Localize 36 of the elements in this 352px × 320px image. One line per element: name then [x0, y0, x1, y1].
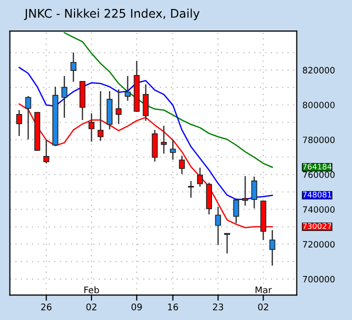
candlestick: [116, 88, 122, 125]
x-tick-label: 02: [86, 304, 96, 310]
x-tick-label: 26: [41, 304, 52, 310]
candlestick: [61, 75, 68, 118]
annotation: Feb: [84, 286, 99, 294]
candlestick: [197, 167, 203, 188]
candlestick: [25, 95, 32, 140]
candlestick: [43, 139, 50, 164]
candlestick: [188, 180, 194, 198]
candlestick: [170, 139, 176, 160]
y-tick-label: 720000: [303, 241, 335, 248]
line-series: [64, 32, 273, 168]
candlestick: [178, 155, 185, 175]
y-tick-label: 700000: [303, 276, 335, 282]
candlestick: [160, 125, 167, 154]
x-tick-label: 23: [212, 304, 224, 310]
candlestick: [70, 52, 76, 82]
annotation: Mar: [256, 286, 272, 294]
y-tick-label: 800000: [302, 102, 335, 108]
y-tick-label: 820000: [302, 66, 335, 74]
x-tick-label: 09: [132, 304, 142, 310]
candlestick: [124, 75, 131, 102]
candlestick: [233, 198, 240, 224]
x-tick-label: 02: [258, 304, 268, 310]
candlestick: [16, 109, 22, 137]
x-tick-label: 16: [168, 304, 178, 310]
candlestick: [152, 129, 158, 162]
candlestick: [269, 229, 276, 266]
candlestick: [88, 112, 94, 142]
candlestick: [215, 206, 222, 246]
chart-title: JNKC - Nikkei 225 Index, Daily: [24, 8, 200, 20]
candlestick: [224, 232, 230, 254]
candlestick: [251, 176, 258, 209]
y-tick-label: 780000: [303, 136, 335, 144]
y-tick-label: 760000: [303, 171, 335, 178]
y-tick-label: 740000: [303, 206, 335, 213]
